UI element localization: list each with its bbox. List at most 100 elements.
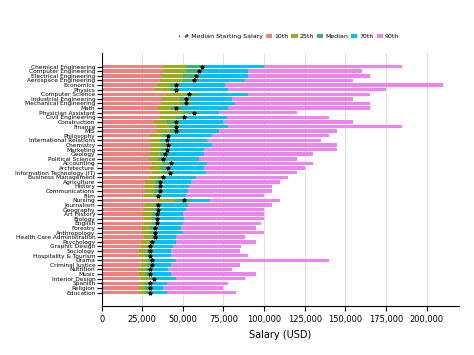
Bar [101,198,158,202]
Bar [186,65,207,68]
Bar [186,194,264,197]
Bar [139,291,146,294]
Bar [188,203,272,207]
Point [166,170,173,175]
Bar [172,272,256,276]
Bar [172,254,248,257]
Point [155,193,162,198]
Bar [204,166,305,170]
Bar [162,74,183,77]
Point [173,128,180,134]
Bar [170,130,180,133]
Point [199,64,206,70]
Bar [139,282,146,285]
Bar [180,130,219,133]
Bar [101,157,149,160]
Bar [101,153,150,156]
Bar [157,83,170,87]
Bar [144,194,154,197]
Bar [157,106,172,110]
Bar [101,217,144,220]
Bar [204,148,337,151]
Bar [101,231,142,234]
Bar [152,235,158,239]
Bar [180,120,223,124]
Bar [158,175,166,179]
Bar [150,166,160,170]
Bar [199,93,248,96]
Bar [101,79,160,82]
Bar [101,143,150,147]
Bar [228,125,402,128]
Bar [164,171,173,174]
Bar [144,235,152,239]
Bar [172,106,183,110]
Bar [142,212,152,216]
Bar [152,291,166,294]
Point [173,105,180,111]
Point [150,276,157,282]
Bar [149,157,158,160]
Bar [180,102,192,105]
Bar [101,258,141,262]
Bar [160,79,183,82]
Bar [164,180,191,184]
Bar [147,249,154,253]
Bar [101,222,144,225]
Bar [228,106,370,110]
Bar [191,180,280,184]
Bar [101,148,150,151]
Bar [155,240,176,244]
Bar [188,116,227,119]
Bar [144,217,152,220]
Point [192,73,200,79]
Bar [207,65,264,68]
Bar [154,258,176,262]
Bar [101,268,139,271]
Bar [158,198,175,202]
Bar [141,277,149,280]
Point [161,151,169,157]
Point [173,119,180,125]
Bar [166,175,196,179]
Bar [150,139,160,142]
Point [153,216,161,222]
Bar [212,134,329,137]
Bar [168,268,232,271]
Bar [154,263,172,267]
Bar [139,249,147,253]
Bar [146,185,155,188]
Point [155,202,162,208]
Bar [152,212,160,216]
Point [191,78,198,83]
Bar [154,120,166,124]
Bar [170,139,207,142]
Bar [235,102,370,105]
Point [151,225,159,231]
Bar [101,175,149,179]
Point [163,147,170,152]
Bar [150,134,162,137]
Bar [157,130,170,133]
Bar [101,83,157,87]
Bar [101,263,141,267]
Bar [158,157,166,160]
Bar [101,139,150,142]
Bar [175,198,191,202]
Bar [150,148,160,151]
Bar [188,189,272,193]
Point [160,156,167,162]
Point [185,92,193,97]
Bar [164,65,186,68]
Bar [141,258,147,262]
Bar [173,171,206,174]
Bar [212,143,337,147]
Point [148,262,156,268]
Bar [248,74,370,77]
Bar [146,282,152,285]
Bar [166,157,199,160]
Bar [162,143,172,147]
Bar [180,125,228,128]
Bar [176,240,256,244]
Point [153,220,161,226]
